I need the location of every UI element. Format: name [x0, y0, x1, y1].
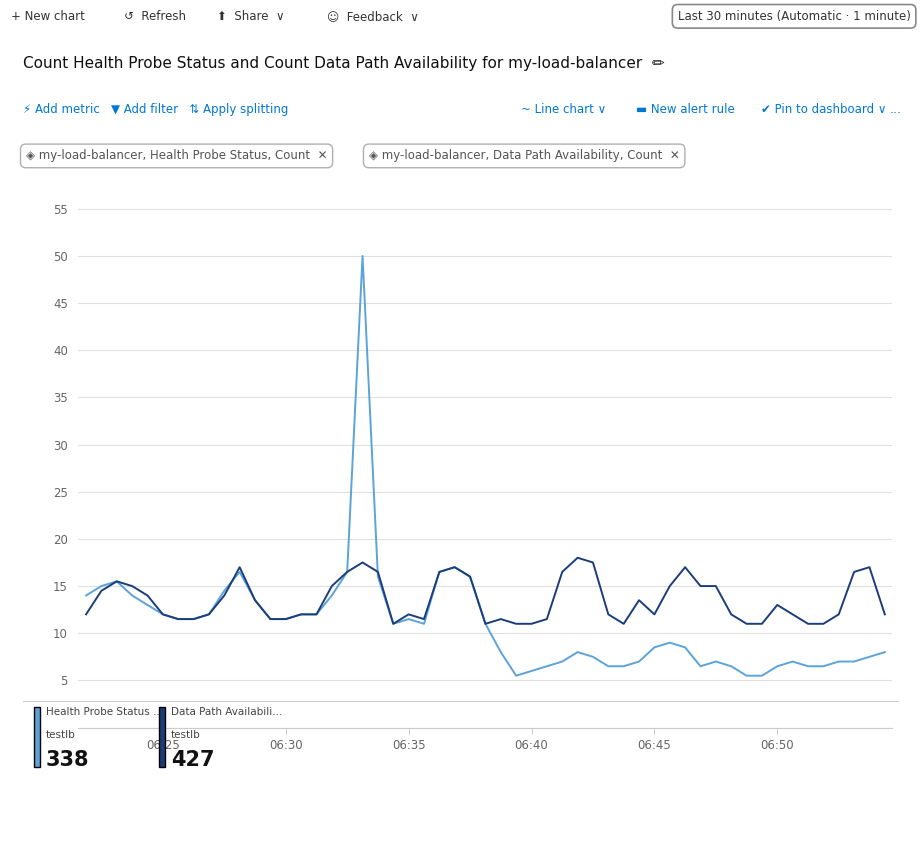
Text: testlb: testlb: [46, 730, 76, 740]
FancyBboxPatch shape: [159, 707, 165, 767]
Text: Count Health Probe Status and Count Data Path Availability for my-load-balancer : Count Health Probe Status and Count Data…: [23, 56, 665, 71]
Text: ✔ Pin to dashboard ∨: ✔ Pin to dashboard ∨: [761, 103, 886, 117]
Text: Health Probe Status ...: Health Probe Status ...: [46, 707, 163, 717]
Text: 338: 338: [46, 750, 89, 770]
Text: ⚡ Add metric   ▼ Add filter   ⇅ Apply splitting: ⚡ Add metric ▼ Add filter ⇅ Apply splitt…: [23, 103, 289, 117]
Text: ~ Line chart ∨: ~ Line chart ∨: [521, 103, 606, 117]
Text: testlb: testlb: [171, 730, 201, 740]
Text: Last 30 minutes (Automatic · 1 minute): Last 30 minutes (Automatic · 1 minute): [678, 9, 911, 23]
Text: + New chart: + New chart: [11, 9, 85, 23]
Text: Data Path Availabili...: Data Path Availabili...: [171, 707, 282, 717]
Text: ☺  Feedback  ∨: ☺ Feedback ∨: [327, 9, 420, 23]
Text: ◈ my-load-balancer, ​Health Probe Status​, Count  ✕: ◈ my-load-balancer, ​Health Probe Status…: [26, 149, 327, 162]
Text: ⬆  Share  ∨: ⬆ Share ∨: [217, 9, 284, 23]
Text: 427: 427: [171, 750, 215, 770]
Text: ...: ...: [890, 103, 902, 117]
Text: ↺  Refresh: ↺ Refresh: [124, 9, 186, 23]
Text: ▬ New alert rule: ▬ New alert rule: [636, 103, 735, 117]
Text: ◈ my-load-balancer, ​Data Path Availability​, Count  ✕: ◈ my-load-balancer, ​Data Path Availabil…: [369, 149, 680, 162]
FancyBboxPatch shape: [33, 707, 40, 767]
